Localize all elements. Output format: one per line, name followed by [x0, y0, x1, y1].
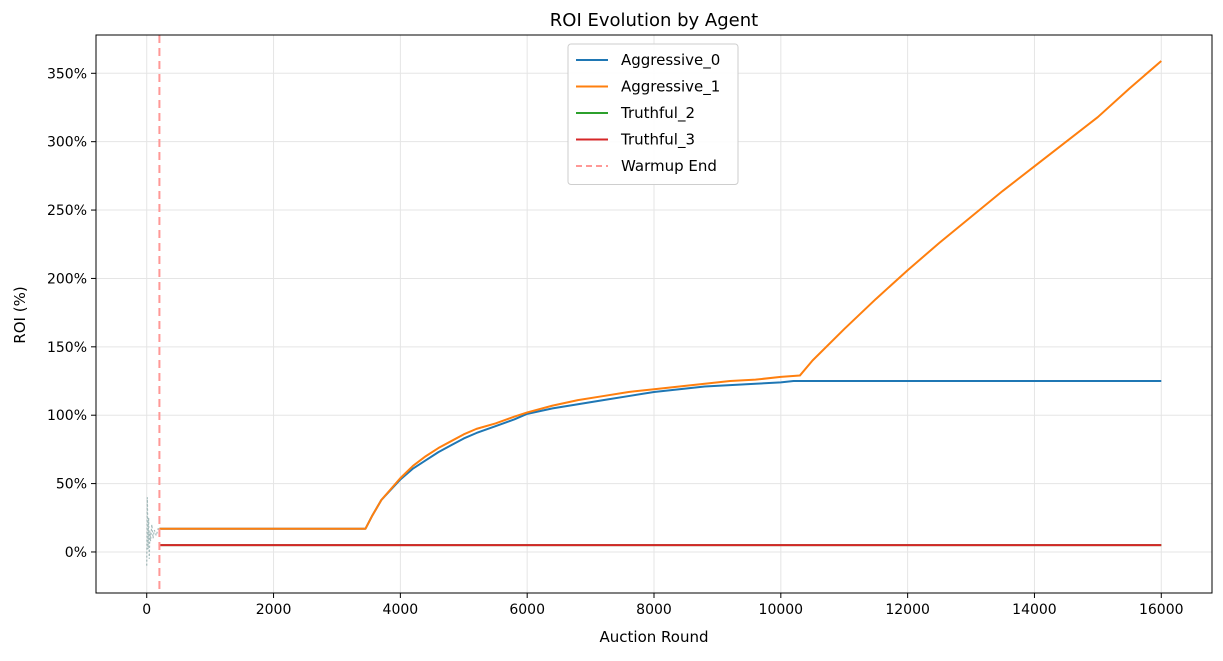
legend[interactable]: Aggressive_0 Aggressive_1 Truthful_2 Truthf…	[567, 43, 739, 185]
y-tick-label: 150%	[47, 340, 87, 356]
legend-label: Warmup End	[621, 157, 717, 175]
x-tick-label: 0	[142, 602, 151, 618]
legend-label: Aggressive_0	[621, 51, 720, 70]
warmup-noise-line	[146, 497, 160, 566]
y-axis-label: ROI (%)	[11, 286, 29, 343]
plot-area	[146, 35, 1162, 593]
y-tick-label: 300%	[47, 135, 87, 151]
series-line-aggressive-0	[159, 380, 1162, 530]
legend-label: Truthful_2	[620, 104, 695, 123]
legend-box	[567, 43, 739, 185]
chart-title: ROI Evolution by Agent	[550, 10, 758, 31]
x-tick-label: 4000	[383, 602, 419, 618]
x-tick-label: 2000	[256, 602, 292, 618]
y-tick-label: 0%	[65, 545, 87, 561]
y-tick-label: 100%	[47, 408, 87, 424]
y-tick-label: 50%	[56, 477, 87, 493]
x-tick-label: 8000	[636, 602, 672, 618]
y-tick-label: 200%	[47, 271, 87, 287]
axis-ticks: 0 2000 4000 6000 8000 10000 12000 14000 16000 0% 5…	[47, 66, 1184, 618]
x-tick-label: 14000	[1012, 602, 1057, 618]
y-tick-label: 250%	[47, 203, 87, 219]
y-tick-label: 350%	[47, 66, 87, 82]
legend-label: Truthful_3	[620, 131, 695, 150]
x-tick-label: 10000	[759, 602, 804, 618]
x-tick-label: 16000	[1139, 602, 1184, 618]
x-tick-label: 6000	[509, 602, 545, 618]
legend-label: Aggressive_1	[621, 78, 720, 97]
x-tick-label: 12000	[885, 602, 930, 618]
series-line-aggressive-1	[159, 60, 1162, 530]
x-axis-label: Auction Round	[600, 628, 709, 646]
